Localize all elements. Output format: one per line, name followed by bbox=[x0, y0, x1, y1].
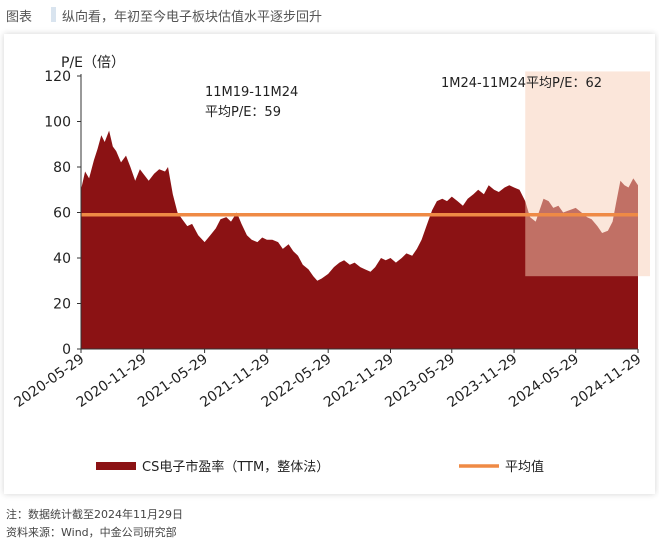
annotation-avg-value: 平均P/E：59 bbox=[205, 105, 281, 120]
highlight-region-2024 bbox=[525, 71, 650, 277]
source-note: 资料来源：Wind，中金公司研究部 bbox=[6, 526, 177, 539]
footnote: 注：数据统计截至2024年11月29日 bbox=[6, 508, 183, 521]
y-axis-title: P/E（倍） bbox=[61, 55, 125, 71]
annotation-period-label: 11M19-11M24 bbox=[205, 85, 298, 100]
chart-panel: 0 20 40 60 80 100 120 P/E（倍） 2020-05-29 2020-11-2… bbox=[4, 34, 655, 494]
x-tick-label: 2024-11-29 bbox=[568, 351, 644, 411]
figure-title: 纵向看，年初至今电子板块估值水平逐步回升 bbox=[62, 10, 323, 25]
legend-label-pe: CS电子市盈率（TTM，整体法） bbox=[142, 459, 329, 475]
annotation-ytd-avg: 1M24-11M24平均P/E：62 bbox=[441, 76, 602, 91]
annotation-full-period-avg: 11M19-11M24 平均P/E：59 bbox=[205, 85, 298, 120]
pe-area-series bbox=[81, 130, 638, 349]
legend-swatch-pe bbox=[96, 462, 136, 470]
y-tick-label: 120 bbox=[44, 69, 71, 85]
y-tick-label: 100 bbox=[44, 115, 71, 131]
figure-label: 图表 bbox=[6, 10, 33, 25]
header-accent-bar bbox=[51, 7, 56, 22]
y-tick-label: 20 bbox=[53, 297, 71, 313]
figure-header: 图表 纵向看，年初至今电子板块估值水平逐步回升 bbox=[0, 0, 659, 30]
pe-chart: 020406080100120P/E（倍）2020-05-292020-11-2… bbox=[11, 55, 650, 475]
y-tick-label: 0 bbox=[62, 342, 71, 358]
legend-label-average: 平均值 bbox=[505, 459, 544, 475]
y-tick-label: 80 bbox=[53, 160, 71, 176]
y-tick-label: 40 bbox=[53, 251, 71, 267]
y-tick-label: 60 bbox=[53, 206, 71, 222]
